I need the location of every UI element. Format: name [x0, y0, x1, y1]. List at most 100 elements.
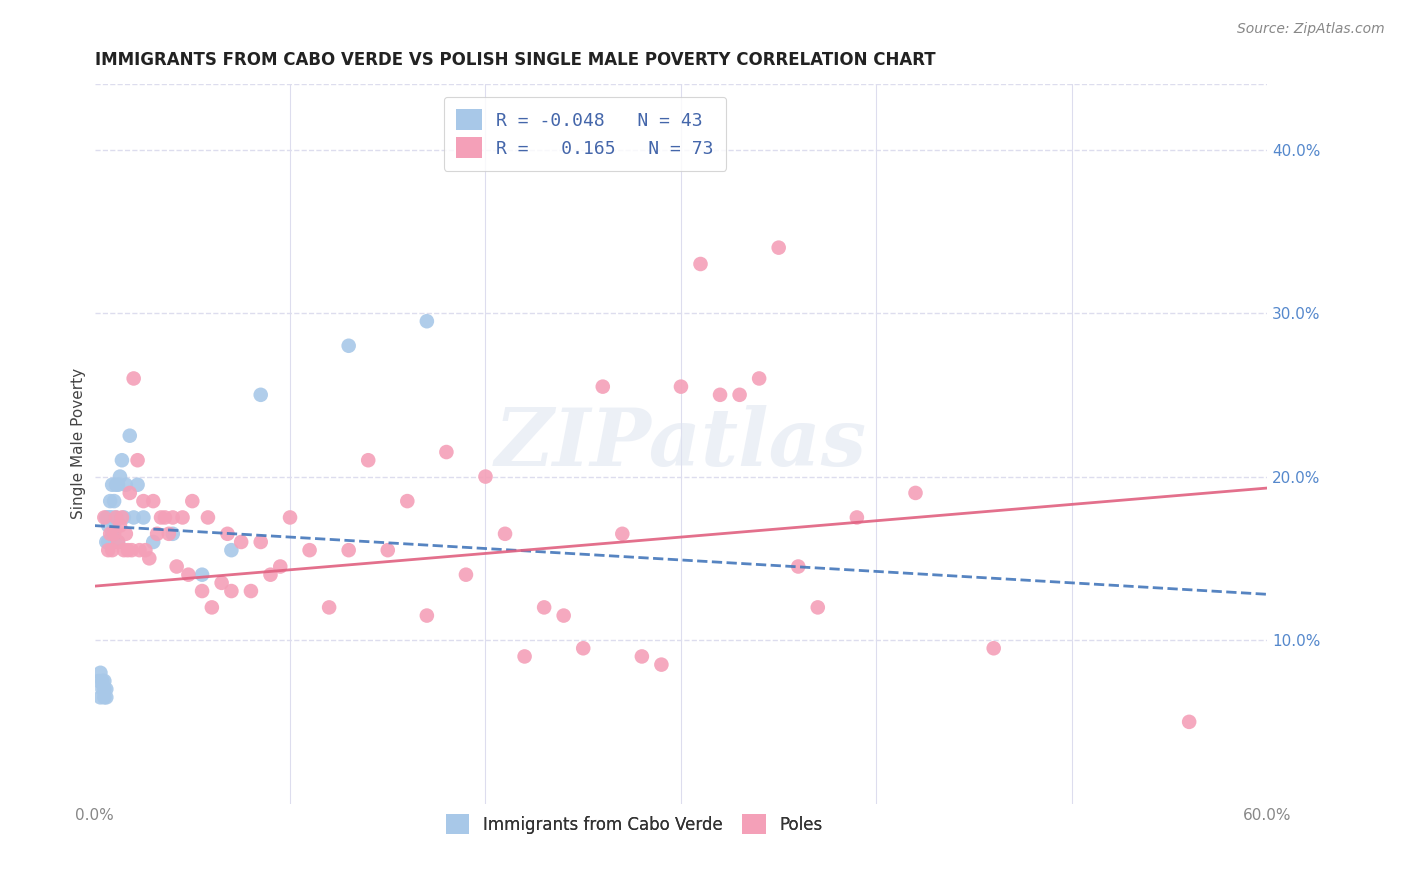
Point — [132, 494, 155, 508]
Point — [132, 510, 155, 524]
Point — [768, 241, 790, 255]
Point — [592, 379, 614, 393]
Point — [239, 584, 262, 599]
Point — [153, 510, 176, 524]
Point — [103, 518, 125, 533]
Point — [612, 526, 634, 541]
Text: ZIPatlas: ZIPatlas — [495, 405, 868, 483]
Point — [474, 469, 496, 483]
Point — [150, 510, 173, 524]
Point — [162, 510, 184, 524]
Point — [98, 526, 121, 541]
Point — [96, 535, 118, 549]
Point — [87, 673, 110, 688]
Point — [97, 518, 120, 533]
Point — [142, 535, 165, 549]
Point — [231, 535, 253, 549]
Point — [177, 567, 200, 582]
Point — [416, 608, 439, 623]
Point — [118, 428, 141, 442]
Point — [91, 673, 114, 688]
Point — [337, 543, 360, 558]
Point — [134, 543, 156, 558]
Point — [121, 543, 143, 558]
Point — [553, 608, 575, 623]
Point — [278, 510, 301, 524]
Point — [181, 494, 204, 508]
Point — [107, 535, 129, 549]
Point — [748, 371, 770, 385]
Point — [111, 453, 134, 467]
Point — [146, 526, 169, 541]
Point — [191, 584, 214, 599]
Point — [118, 486, 141, 500]
Point — [108, 518, 131, 533]
Point — [112, 543, 135, 558]
Point — [249, 535, 271, 549]
Point — [122, 371, 145, 385]
Point — [357, 453, 380, 467]
Point — [728, 388, 751, 402]
Point — [807, 600, 830, 615]
Point — [96, 510, 118, 524]
Point — [172, 510, 194, 524]
Point — [494, 526, 516, 541]
Point — [103, 526, 125, 541]
Point — [217, 526, 239, 541]
Point — [1178, 714, 1201, 729]
Point — [128, 543, 150, 558]
Point — [111, 510, 134, 524]
Point — [377, 543, 399, 558]
Point — [434, 445, 457, 459]
Y-axis label: Single Male Poverty: Single Male Poverty — [72, 368, 86, 519]
Point — [166, 559, 188, 574]
Point — [107, 477, 129, 491]
Point — [93, 690, 115, 705]
Point — [115, 526, 138, 541]
Point — [191, 567, 214, 582]
Text: Source: ZipAtlas.com: Source: ZipAtlas.com — [1237, 22, 1385, 37]
Point — [112, 510, 135, 524]
Legend: Immigrants from Cabo Verde, Poles: Immigrants from Cabo Verde, Poles — [437, 806, 831, 842]
Point — [269, 559, 291, 574]
Point — [337, 339, 360, 353]
Point — [108, 469, 131, 483]
Point — [142, 494, 165, 508]
Point — [117, 543, 139, 558]
Point — [689, 257, 711, 271]
Point — [631, 649, 654, 664]
Point — [572, 641, 595, 656]
Point — [650, 657, 672, 672]
Point — [983, 641, 1005, 656]
Point — [107, 535, 129, 549]
Point — [221, 543, 243, 558]
Point — [709, 388, 731, 402]
Point — [93, 682, 115, 697]
Point — [115, 477, 138, 491]
Point — [533, 600, 555, 615]
Point — [98, 494, 121, 508]
Point — [298, 543, 321, 558]
Point — [91, 682, 114, 697]
Point — [787, 559, 810, 574]
Point — [101, 526, 124, 541]
Point — [105, 510, 128, 524]
Point — [318, 600, 340, 615]
Point — [127, 477, 149, 491]
Point — [221, 584, 243, 599]
Point — [98, 535, 121, 549]
Point — [249, 388, 271, 402]
Point — [103, 494, 125, 508]
Point — [513, 649, 536, 664]
Point — [89, 690, 111, 705]
Point — [904, 486, 927, 500]
Point — [416, 314, 439, 328]
Point — [454, 567, 477, 582]
Point — [127, 453, 149, 467]
Point — [162, 526, 184, 541]
Point — [101, 510, 124, 524]
Point — [93, 673, 115, 688]
Point — [97, 543, 120, 558]
Point — [197, 510, 219, 524]
Point — [396, 494, 419, 508]
